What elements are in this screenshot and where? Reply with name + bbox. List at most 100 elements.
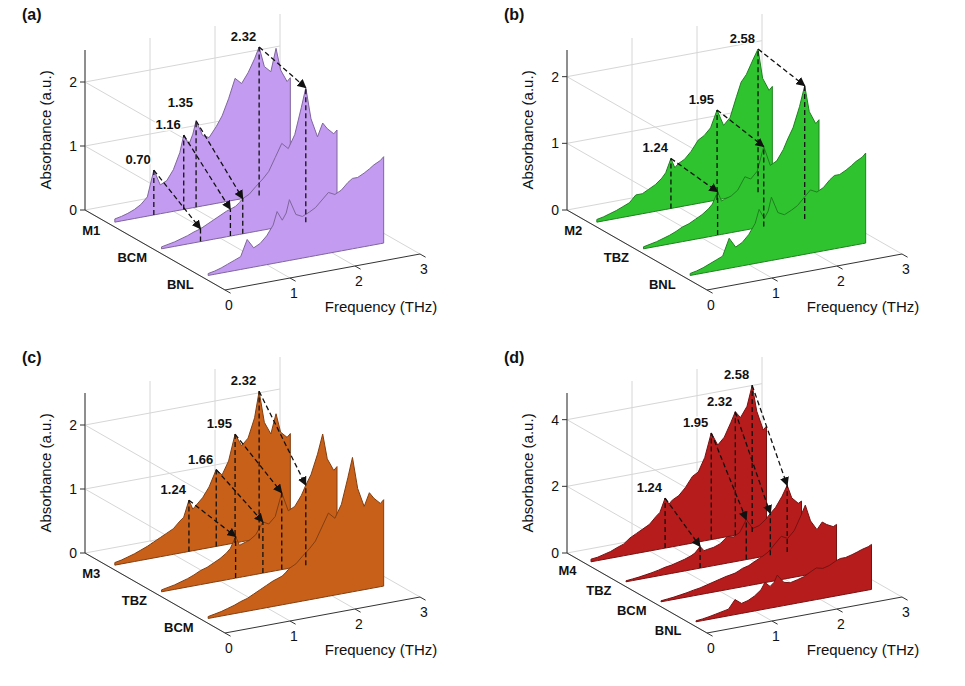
grid-line — [85, 210, 225, 290]
series-label: BCM — [617, 603, 647, 618]
panel: 0123012M3TBZBCMFrequency (THz)Absorbance… — [22, 349, 437, 658]
peak-drop-line — [281, 493, 282, 570]
peak-drop-line — [242, 199, 243, 234]
y-tick — [80, 146, 85, 147]
peak-drop-line — [305, 485, 306, 565]
peak-label: 1.95 — [207, 416, 232, 431]
x-tick-label: 0 — [225, 640, 233, 656]
plot-area — [597, 49, 866, 275]
panel-label: (b) — [504, 6, 524, 23]
peak-arrow — [196, 121, 243, 199]
series-label: M3 — [82, 566, 100, 581]
peak-drop-line — [711, 433, 712, 540]
peak-drop-line — [670, 158, 671, 208]
y-tick-label: 0 — [551, 545, 559, 561]
series-label: BNL — [649, 277, 676, 292]
grid-line — [567, 77, 707, 157]
peak-drop-line — [195, 121, 196, 207]
peak-arrow — [711, 433, 746, 520]
series-label: BNL — [655, 623, 682, 638]
peak-label: 1.24 — [637, 480, 663, 495]
peak-drop-line — [200, 229, 201, 242]
y-tick — [80, 489, 85, 490]
spectrum-area — [208, 157, 383, 276]
series-label: TBZ — [586, 583, 611, 598]
series-label: BCM — [164, 620, 194, 635]
peak-drop-line — [216, 470, 217, 547]
y-tick — [562, 143, 567, 144]
series-axis-line — [85, 553, 225, 633]
x-tick — [707, 290, 713, 293]
x-tick-label: 2 — [355, 616, 363, 632]
x-tick-label: 2 — [837, 273, 845, 289]
x-axis-title: Frequency (THz) — [807, 298, 920, 315]
grid-line — [85, 553, 225, 633]
annotations: 0.701.161.352.32 — [126, 29, 306, 242]
grid-line — [85, 50, 86, 210]
x-tick — [225, 290, 231, 293]
x-tick-label: 3 — [902, 261, 910, 277]
y-tick-label: 1 — [69, 138, 77, 154]
peak-arrow — [259, 391, 306, 485]
peak-drop-line — [804, 86, 805, 219]
peak-label: 1.24 — [161, 482, 187, 497]
grid-line — [150, 38, 151, 198]
x-tick-label: 1 — [772, 285, 780, 301]
y-tick-label: 2 — [551, 478, 559, 494]
peak-arrow — [671, 158, 718, 191]
grid-line — [85, 425, 225, 505]
x-tick-label: 3 — [420, 604, 428, 620]
grid — [567, 14, 902, 290]
plot-area — [115, 391, 384, 618]
panel: 0123024M4TBZBCMBNLFrequency (THz)Absorba… — [504, 349, 919, 658]
series-label: M2 — [564, 223, 582, 238]
peak-arrow — [758, 49, 805, 86]
annotations: 1.241.66 1.95 2.32 — [161, 373, 306, 578]
x-tick-label: 0 — [225, 297, 233, 313]
y-tick — [80, 82, 85, 83]
peak-drop-line — [258, 47, 259, 195]
y-axis-line — [567, 393, 568, 553]
panel: 0123012M2TBZBNLFrequency (THz)Absorbance… — [504, 6, 919, 315]
y-tick-label: 1 — [69, 481, 77, 497]
grid-line — [567, 393, 568, 553]
peak-drop-line — [752, 385, 753, 532]
peak-label: 1.16 — [155, 117, 180, 132]
grid — [85, 357, 420, 633]
peak-drop-line — [305, 88, 306, 222]
x-tick-label: 2 — [355, 273, 363, 289]
peak-label: 1.95 — [683, 415, 708, 430]
x-tick — [420, 597, 426, 600]
grid-line — [567, 210, 707, 290]
peak-arrow — [259, 47, 306, 88]
spectrum-area — [696, 544, 872, 621]
peak-drop-line — [699, 546, 700, 568]
x-tick-label: 1 — [772, 628, 780, 644]
grid-line — [85, 553, 225, 633]
x-tick-label: 0 — [707, 297, 715, 313]
panel-label: (a) — [22, 6, 42, 23]
peak-arrow — [717, 110, 764, 147]
x-tick-label: 0 — [707, 640, 715, 656]
plot-area — [115, 47, 384, 275]
y-tick — [80, 553, 85, 554]
peak-drop-line — [183, 135, 184, 209]
peak-label: 1.66 — [188, 452, 213, 467]
peak-label: 2.32 — [231, 373, 256, 388]
peak-label: 2.58 — [724, 367, 749, 382]
y-axis-title: Absorbance (a.u.) — [37, 413, 54, 532]
series-label: BCM — [117, 250, 147, 265]
panel-label: (c) — [22, 349, 42, 366]
peak-arrow — [235, 434, 282, 493]
x-tick-label: 3 — [420, 261, 428, 277]
x-tick-label: 1 — [290, 285, 298, 301]
grid-line — [85, 393, 86, 553]
grid-line — [85, 210, 225, 290]
y-tick-label: 2 — [69, 74, 77, 90]
x-tick-label: 3 — [902, 604, 910, 620]
x-tick — [772, 278, 778, 281]
grid-line — [150, 381, 151, 541]
peak-arrow — [189, 500, 236, 536]
x-tick — [772, 621, 778, 624]
peak-arrow — [154, 170, 201, 229]
